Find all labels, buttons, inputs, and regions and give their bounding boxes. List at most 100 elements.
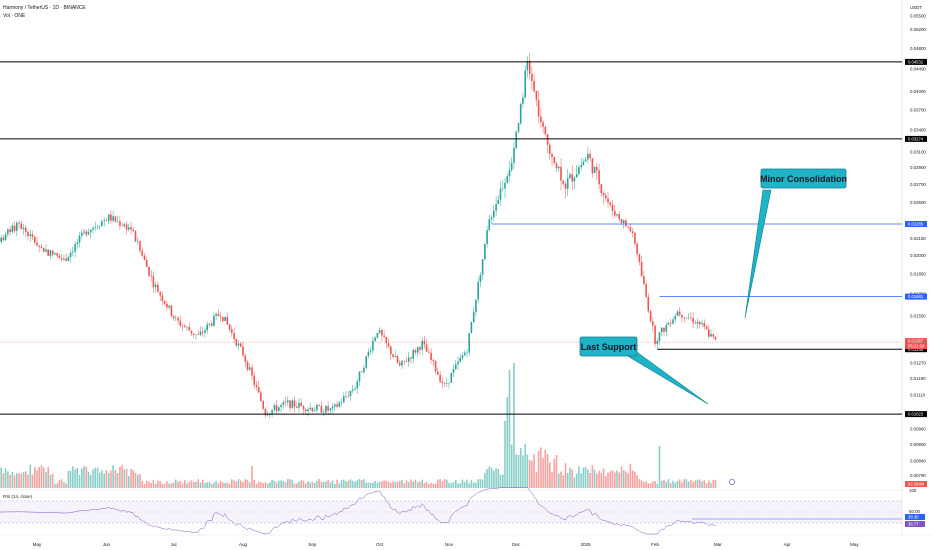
callout-pointer-consolidation — [744, 189, 772, 319]
volume-bar — [535, 472, 538, 488]
volume-bar — [354, 481, 356, 488]
time-tick-3: Aug — [239, 542, 248, 547]
candle-body — [515, 131, 517, 149]
volume-bar — [175, 479, 177, 488]
volume-bar — [87, 471, 90, 488]
candle-body — [372, 340, 374, 351]
candle-body — [257, 387, 260, 393]
time-tick-0: May — [33, 542, 42, 547]
volume-bar — [640, 480, 643, 488]
price-tick-20: 0.00960 — [910, 427, 926, 432]
candle-body — [584, 159, 587, 162]
candle-body — [448, 382, 450, 384]
volume-bar — [161, 483, 164, 488]
volume-bar — [596, 473, 598, 488]
volume-bar — [665, 481, 668, 488]
candle-body — [468, 333, 470, 353]
volume-bar — [367, 482, 370, 488]
volume-bar — [248, 482, 251, 488]
candle-body — [390, 346, 392, 355]
event-marker-icon[interactable] — [729, 479, 735, 485]
volume-bar — [154, 483, 157, 488]
candle-body — [132, 229, 135, 232]
volume-bar — [432, 483, 435, 488]
candle-body — [325, 406, 327, 413]
volume-bar — [65, 483, 67, 488]
candle-body — [441, 381, 444, 384]
volume-bar — [327, 480, 329, 488]
volume-bar — [479, 479, 482, 488]
volume-bar — [291, 480, 294, 488]
time-axis-ticks: May Jun Jul Aug Sep Oct Nov Dec 2025 Feb Mar Apr May — [33, 542, 860, 547]
candle-body — [7, 229, 9, 235]
candle-body — [329, 408, 332, 411]
volume-bar — [96, 467, 99, 488]
candle-body — [504, 182, 506, 189]
volume-bar — [197, 479, 199, 488]
candle-body — [101, 221, 103, 227]
candle-body — [575, 174, 578, 178]
candle-body — [166, 303, 168, 308]
volume-bar — [219, 480, 222, 488]
volume-bar — [116, 473, 119, 488]
candle-body — [605, 195, 607, 199]
volume-bar — [356, 480, 358, 488]
candle-body — [307, 409, 309, 412]
countdown-tag: 05:21:58 — [908, 344, 925, 349]
volume-bar — [378, 481, 381, 488]
candle-body — [253, 375, 255, 385]
volume-bar — [228, 483, 231, 488]
volume-bar — [423, 482, 426, 488]
volume-bar — [4, 468, 7, 488]
volume-bar — [51, 473, 54, 488]
volume-bar — [112, 465, 114, 488]
candle-body — [69, 252, 72, 257]
time-tick-4: Sep — [308, 542, 317, 547]
volume-bar — [506, 397, 509, 488]
candle-body — [78, 235, 81, 243]
volume-bar — [181, 483, 184, 488]
candle-body — [213, 316, 215, 326]
candle-body — [36, 242, 38, 246]
volume-bar — [130, 468, 132, 488]
candle-body — [264, 408, 267, 416]
time-tick-11: Apr — [784, 542, 792, 547]
volume-bar — [681, 482, 683, 488]
candle-body — [506, 176, 509, 183]
candle-body — [22, 227, 25, 230]
candle-body — [121, 225, 123, 227]
candle-body — [667, 323, 670, 325]
volume-bar — [582, 467, 585, 488]
volume-bar — [618, 472, 620, 488]
level-tag-5: 0.01023 — [908, 412, 924, 417]
volume-bar — [128, 476, 130, 488]
volume-bar — [636, 475, 638, 488]
candle-body — [233, 332, 235, 340]
volume-bars — [0, 363, 717, 488]
volume-bar — [513, 363, 515, 488]
candle-body — [381, 329, 383, 336]
candle-body — [495, 204, 497, 211]
volume-bar — [394, 481, 397, 488]
candle-body — [226, 316, 229, 325]
volume-bar — [195, 481, 197, 488]
candle-body — [410, 357, 412, 359]
candle-body — [517, 123, 520, 132]
candle-body — [266, 414, 269, 416]
candle-body — [16, 222, 18, 231]
volume-bar — [441, 481, 444, 488]
candle-body — [625, 220, 627, 227]
volume-bar — [168, 483, 170, 488]
candle-body — [116, 221, 119, 222]
candle-body — [110, 214, 112, 221]
candle-body — [459, 357, 461, 362]
candle-body — [638, 254, 641, 262]
volume-bar — [278, 480, 280, 488]
level-tag-3: 0.01681 — [908, 294, 924, 299]
volume-bar — [240, 480, 242, 488]
candle-body — [582, 161, 585, 166]
volume-bar — [210, 484, 213, 488]
volume-bar — [463, 481, 466, 488]
